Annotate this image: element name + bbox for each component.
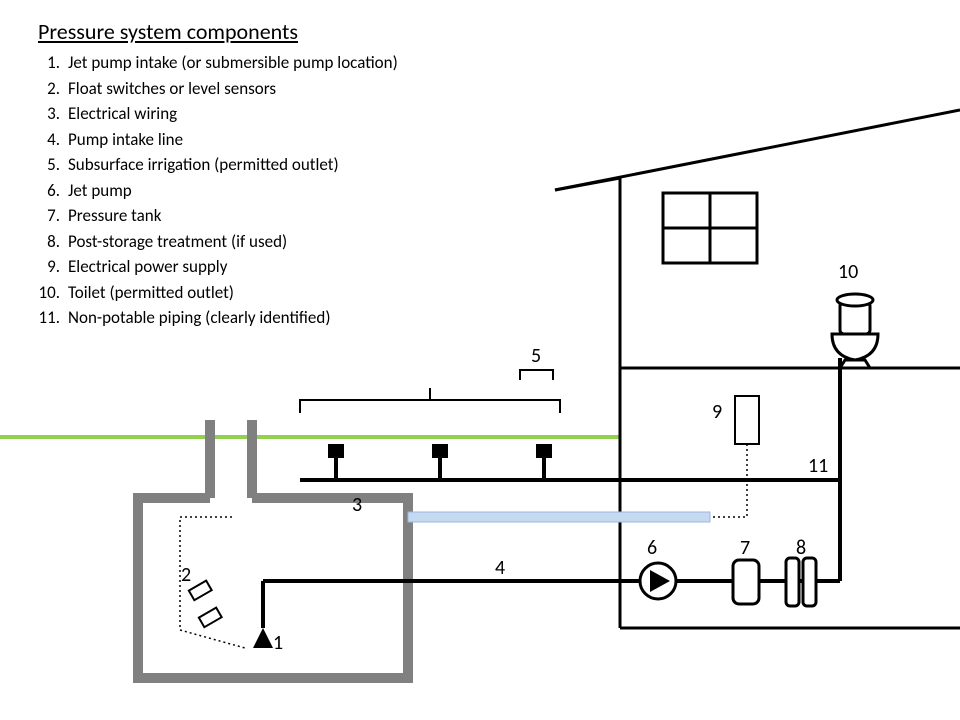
toilet-icon [832, 294, 878, 368]
float-switches [189, 581, 222, 628]
label-5: 5 [531, 344, 541, 368]
label-11: 11 [808, 454, 828, 478]
label-8: 8 [796, 536, 806, 560]
label-1: 1 [273, 631, 283, 655]
power-supply-box [735, 396, 759, 444]
label-6: 6 [647, 536, 657, 560]
irrigation-bracket [300, 388, 560, 413]
house-window [663, 193, 757, 263]
house-outline [555, 110, 960, 628]
label-10: 10 [838, 260, 858, 284]
label-4: 4 [495, 556, 505, 580]
irrigation-emitters [328, 444, 552, 480]
jet-pump-icon [640, 563, 676, 599]
label-9: 9 [712, 400, 722, 424]
label-7: 7 [740, 536, 750, 560]
label-2: 2 [181, 563, 191, 587]
label-3: 3 [352, 493, 362, 517]
label5-bracket [520, 370, 553, 380]
pump-intake-icon [253, 628, 273, 648]
wiring-conduit [408, 512, 710, 522]
pressure-system-diagram [0, 0, 960, 720]
electrical-wiring [180, 444, 747, 648]
non-potable-piping [300, 358, 840, 581]
pressure-tank-icon [733, 560, 759, 604]
